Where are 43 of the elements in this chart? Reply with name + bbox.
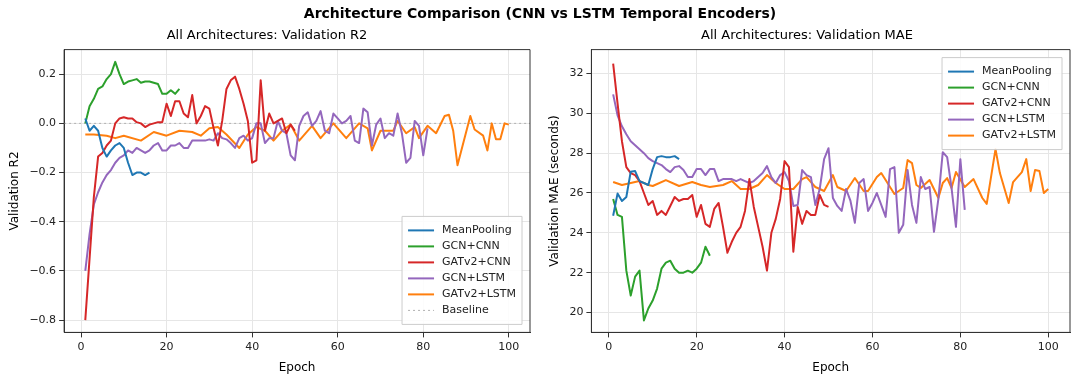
x-tick-label: 40 bbox=[777, 339, 792, 353]
legend-label: MeanPooling bbox=[442, 223, 512, 237]
legend-label: MeanPooling bbox=[982, 64, 1052, 78]
y-tick-label: 24 bbox=[569, 225, 584, 239]
legend-label: GCN+LSTM bbox=[982, 112, 1046, 126]
y-tick-label: −0.4 bbox=[29, 214, 57, 228]
y-tick-label: −0.2 bbox=[29, 165, 57, 179]
x-axis-title: Epoch bbox=[278, 359, 316, 374]
y-tick-label: 22 bbox=[569, 265, 584, 279]
legend-label: GCN+CNN bbox=[982, 80, 1040, 94]
y-tick-label: 30 bbox=[569, 106, 584, 120]
y-tick-label: −0.8 bbox=[29, 312, 57, 326]
x-axis-title: Epoch bbox=[812, 359, 850, 374]
y-tick-label: 0.0 bbox=[38, 116, 57, 130]
x-tick-label: 20 bbox=[159, 339, 174, 353]
x-tick-label: 0 bbox=[605, 339, 613, 353]
x-tick-label: 80 bbox=[953, 339, 968, 353]
legend-label: GCN+CNN bbox=[442, 239, 500, 253]
x-tick-label: 40 bbox=[245, 339, 260, 353]
x-tick-label: 0 bbox=[77, 339, 85, 353]
x-tick-label: 80 bbox=[416, 339, 431, 353]
text: Architecture Comparison (CNN vs LSTM Temporal Encoders) bbox=[303, 5, 777, 21]
chart-title: All Architectures: Validation R2 bbox=[166, 27, 368, 43]
y-tick-label: 28 bbox=[569, 146, 584, 160]
legend-label: GATv2+LSTM bbox=[442, 287, 517, 301]
y-tick-label: 20 bbox=[569, 305, 584, 319]
x-tick-label: 60 bbox=[865, 339, 880, 353]
legend-label: GATv2+CNN bbox=[982, 96, 1051, 110]
y-axis-title: Validation MAE (seconds) bbox=[547, 115, 562, 267]
x-tick-label: 100 bbox=[498, 339, 520, 353]
y-tick-label: 32 bbox=[569, 66, 584, 80]
chart-title: All Architectures: Validation MAE bbox=[701, 27, 913, 43]
y-axis-title: Validation R2 bbox=[7, 151, 22, 231]
y-tick-label: 26 bbox=[569, 185, 584, 199]
x-tick-label: 60 bbox=[330, 339, 345, 353]
legend-label: GATv2+LSTM bbox=[982, 128, 1057, 142]
x-tick-label: 100 bbox=[1037, 339, 1059, 353]
y-tick-label: 0.2 bbox=[38, 67, 57, 81]
x-tick-label: 20 bbox=[689, 339, 704, 353]
legend-label: GATv2+CNN bbox=[442, 255, 511, 269]
y-tick-label: −0.6 bbox=[29, 263, 57, 277]
legend-label: GCN+LSTM bbox=[442, 271, 506, 285]
legend-label: Baseline bbox=[442, 303, 489, 317]
